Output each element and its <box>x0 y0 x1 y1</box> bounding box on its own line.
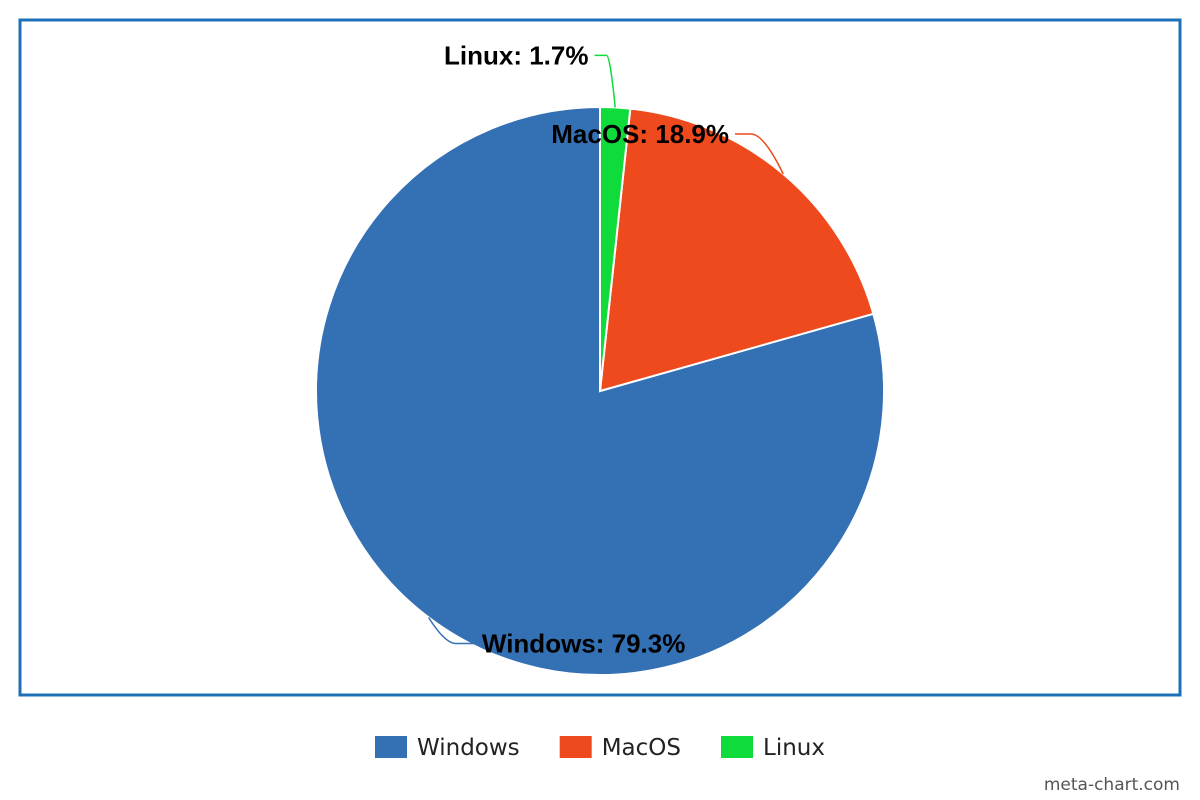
data-label-linux: Linux: 1.7% <box>444 40 588 70</box>
watermark-text: meta-chart.com <box>1044 775 1180 795</box>
legend-swatch-macos <box>559 736 592 758</box>
legend-label-macos: MacOS <box>602 735 681 761</box>
pie-slice-linux[interactable] <box>599 105 632 392</box>
legend-item-windows[interactable]: Windows <box>375 735 520 761</box>
legend-swatch-windows <box>375 736 407 758</box>
leader-line-windows <box>427 617 476 645</box>
pie-slice-macos[interactable] <box>598 107 875 393</box>
legend-item-linux[interactable]: Linux <box>721 735 825 761</box>
legend-label-windows: Windows <box>417 735 520 761</box>
leader-line-linux <box>594 54 616 108</box>
leader-line-macos <box>735 133 784 175</box>
data-label-macos: MacOS: 18.9% <box>551 119 729 149</box>
pie-slices <box>315 105 885 676</box>
label-leader-lines <box>427 54 784 645</box>
legend-swatch-linux <box>721 736 753 758</box>
legend-item-macos[interactable]: MacOS <box>559 735 681 761</box>
data-labels: Windows: 79.3% MacOS: 18.9% Linux: 1.7% <box>444 40 729 658</box>
legend-label-linux: Linux <box>763 735 825 761</box>
legend: Windows MacOS Linux <box>375 735 825 761</box>
data-label-windows: Windows: 79.3% <box>482 629 685 659</box>
